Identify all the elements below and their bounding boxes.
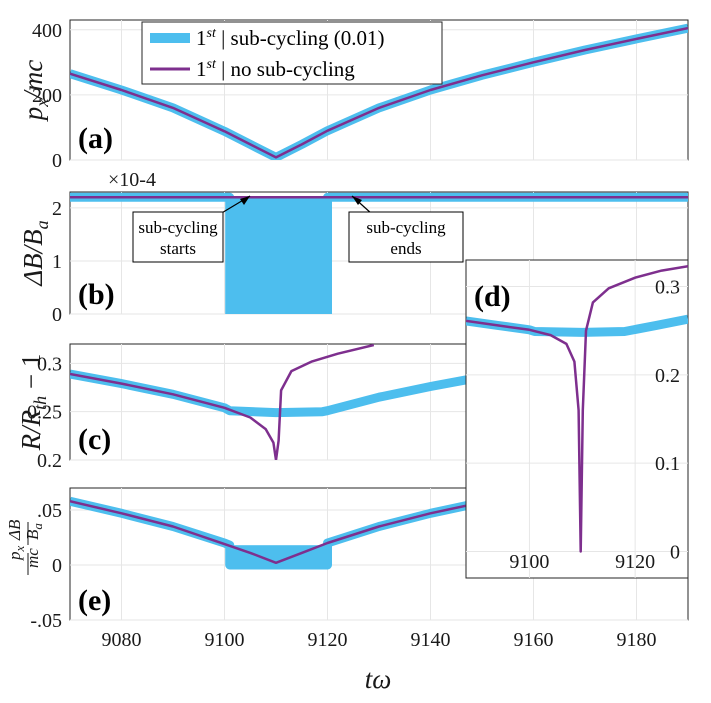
callout-starts-line2: starts [160, 239, 196, 258]
svg-text:mc: mc [23, 548, 42, 568]
svg-text:ΔB: ΔB [5, 519, 24, 541]
panel-b-ylabel: ΔB/Ba [18, 220, 52, 286]
panel-a-label: (a) [78, 122, 113, 155]
panel-b-scale: ×10-4 [108, 169, 156, 191]
panel-a: 0 200 400 (a) px/mc [18, 19, 689, 172]
panel-d-ytick-label: 0.2 [655, 365, 680, 387]
panel-b-label: (b) [78, 278, 115, 311]
panel-e-xtick-label: 9100 [205, 629, 245, 651]
series-no-sub-cycling [70, 499, 483, 565]
series-no-sub-cycling [466, 264, 688, 553]
panel-e-series [70, 496, 483, 570]
panel-c-ytick-label: 0.25 [27, 402, 62, 424]
series-sub-cycling-band [229, 197, 328, 314]
callout-ends-line2: ends [390, 239, 421, 258]
panel-e-label: (e) [78, 584, 111, 617]
panel-e-ytick-label: .05 [37, 500, 62, 522]
panel-c-ylabel: R/Rth − 1 [16, 354, 50, 452]
panel-a-ytick-label: 400 [32, 20, 62, 42]
panel-d-xtick-label: 9120 [615, 551, 655, 573]
panel-b-ytick-label: 2 [52, 198, 62, 220]
callout-ends: sub-cycling ends [348, 195, 464, 263]
series-sub-cycling-band [229, 545, 328, 568]
panel-c-ytick-label: 0.2 [37, 450, 62, 472]
panel-d-yticks: 0 0.1 0.2 0.3 [655, 277, 680, 564]
panel-c-yticks: 0.2 0.25 0.3 [27, 353, 62, 472]
panel-b-series [70, 192, 688, 314]
panel-b-yticks: 0 1 2 [52, 198, 62, 326]
panel-a-ylabel: px/mc [18, 60, 52, 123]
panel-d-label: (d) [474, 280, 511, 313]
panel-e-xticks: 9080 9100 9120 9140 9160 9180 [102, 629, 657, 651]
callout-ends-line1: sub-cycling [366, 218, 446, 237]
panel-a-ytick-label: 0 [52, 150, 62, 172]
legend-entry-2: 1st | no sub-cycling [196, 57, 355, 81]
panel-d-xticks: 9100 9120 [509, 551, 655, 573]
legend: 1st | sub-cycling (0.01) 1st | no sub-cy… [141, 21, 443, 85]
panel-d-frame [465, 259, 689, 579]
panel-c-ytick-label: 0.3 [37, 353, 62, 375]
panel-e-ytick-label: 0 [52, 555, 62, 577]
panel-c-series [70, 344, 483, 460]
panel-e-xtick-label: 9140 [411, 629, 451, 651]
panel-c-label: (c) [78, 423, 111, 456]
panel-b: 0 1 2 ×10-4 (b) ΔB/Ba sub-cycling starts s… [18, 169, 689, 326]
panel-a-series [70, 23, 688, 160]
panel-e-xtick-label: 9120 [308, 629, 348, 651]
callout-starts: sub-cycling starts [132, 195, 251, 263]
panel-d-ytick-label: 0.1 [655, 453, 680, 475]
panel-e: -.05 0 .05 9080 9100 9120 9140 9160 9180 (e) px… [5, 487, 689, 694]
panel-e-xtick-label: 9180 [617, 629, 657, 651]
panel-e-xtick-label: 9160 [514, 629, 554, 651]
series-no-sub-cycling [70, 26, 688, 159]
panel-e-yticks: -.05 0 .05 [30, 500, 62, 632]
panel-b-ytick-label: 1 [52, 251, 62, 273]
x-axis-label: tω [365, 664, 392, 694]
panel-d-xtick-label: 9100 [509, 551, 549, 573]
panel-a-yticks: 0 200 400 [32, 20, 62, 172]
panel-d-ytick-label: 0.3 [655, 277, 680, 299]
panel-e-ylabel: px mc ΔB Ba [5, 519, 45, 575]
panel-d-ytick-label: 0 [670, 542, 680, 564]
legend-entry-1: 1st | sub-cycling (0.01) [196, 26, 385, 50]
svg-text:Ba: Ba [23, 523, 45, 540]
series-sub-cycling [70, 369, 483, 418]
panel-e-xtick-label: 9080 [102, 629, 142, 651]
series-no-sub-cycling [70, 344, 375, 460]
panel-d-series [466, 264, 688, 553]
panel-b-ytick-label: 0 [52, 304, 62, 326]
legend-box [141, 21, 443, 85]
panel-d-inset: 0 0.1 0.2 0.3 9100 9120 (d) [465, 259, 689, 579]
panel-a-ytick-label: 200 [32, 85, 62, 107]
callout-starts-line1: sub-cycling [138, 218, 218, 237]
panel-e-ytick-label: -.05 [30, 610, 62, 632]
